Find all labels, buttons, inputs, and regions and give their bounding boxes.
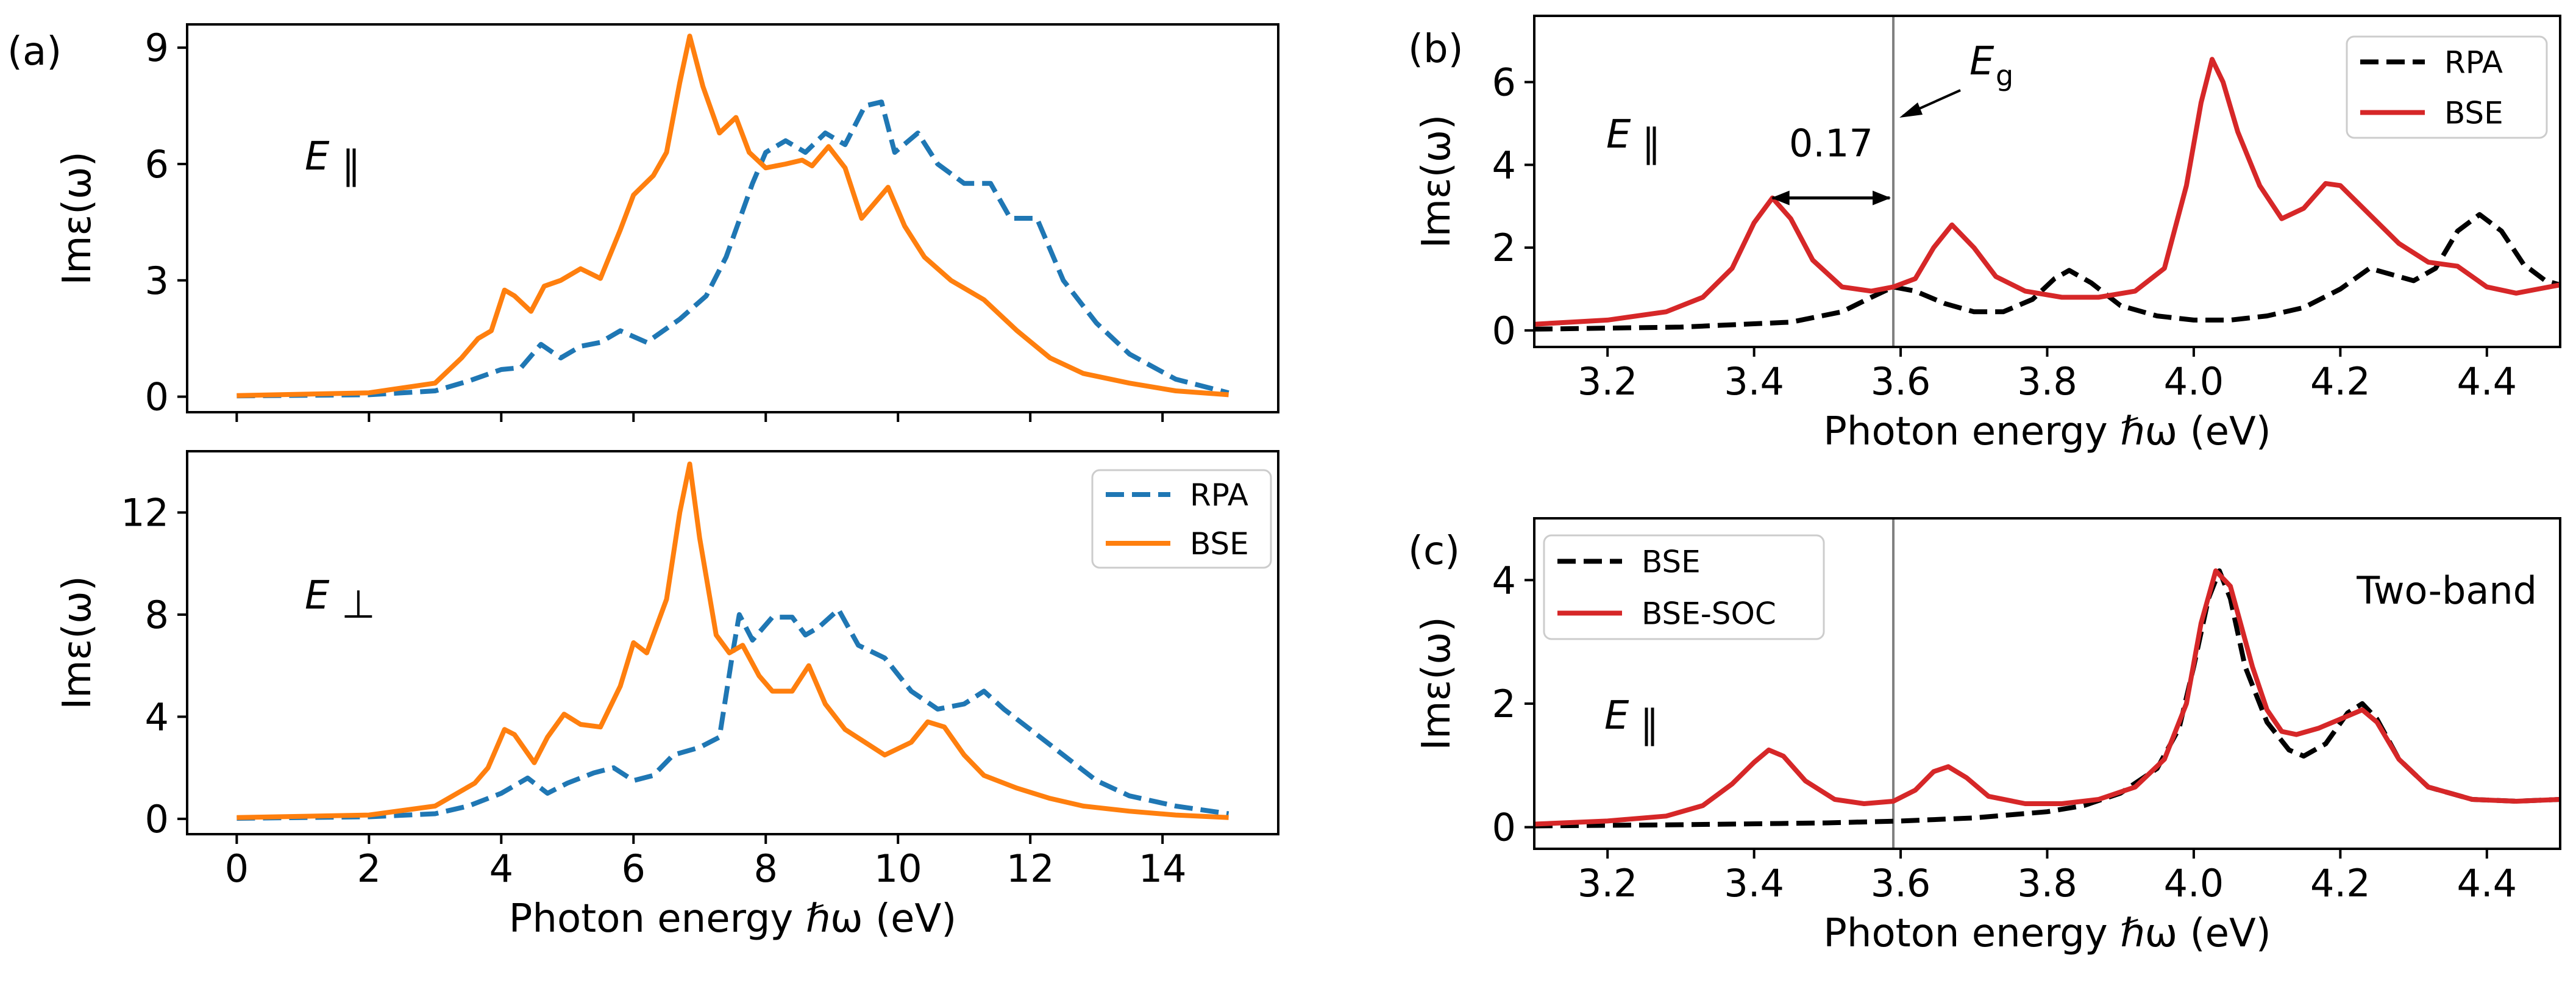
y-tick-label: 8 <box>145 593 169 637</box>
x-tick-label: 6 <box>622 846 646 891</box>
x-tick-label: 3.2 <box>1578 861 1638 906</box>
legend-label: BSE <box>2444 96 2503 131</box>
legend-label: BSE <box>1190 526 1249 562</box>
x-axis-label: Photon energy ℏω (eV) <box>509 896 956 941</box>
y-axis-label: Imε(ω) <box>1414 616 1459 750</box>
chart-c: 3.2 3.4 3.6 3.8 4.0 4.2 4.4 0 2 4 Imε(ω) Photon ene… <box>1408 517 2561 956</box>
series-line-bse-soc <box>1534 568 2560 827</box>
gap-arrowhead-left <box>1771 190 1790 205</box>
y-tick-label: 4 <box>1492 143 1516 187</box>
corner-label: Two-band <box>2356 568 2537 613</box>
field-annotation-subscript: ∥ <box>1640 702 1659 748</box>
series-line-rpa <box>237 607 1229 821</box>
y-tick-label: 0 <box>1492 806 1516 850</box>
x-tick-label: 3.4 <box>1724 861 1784 906</box>
x-tick-label: 4.4 <box>2457 861 2517 906</box>
y-tick-label: 3 <box>145 259 169 303</box>
y-axis-label: Imε(ω) <box>55 151 100 285</box>
gap-value-label: 0.17 <box>1789 121 1873 166</box>
x-tick-label: 4.0 <box>2164 861 2224 906</box>
series-line-bse <box>237 34 1229 398</box>
y-tick-label: 0 <box>145 375 169 420</box>
x-axis-label: Photon energy ℏω (eV) <box>1823 911 2271 956</box>
eg-label-subscript: g <box>1996 59 2013 92</box>
y-tick-label: 6 <box>1492 60 1516 105</box>
y-tick-label: 2 <box>1492 682 1516 726</box>
field-annotation: E <box>1604 693 1629 738</box>
y-tick-label: 6 <box>145 142 169 187</box>
legend-label: RPA <box>1190 477 1248 513</box>
chart-a-top: 0 3 6 9 Imε(ω) (a) E ∥ <box>7 23 1279 422</box>
y-tick-label: 12 <box>121 490 169 535</box>
x-tick-label: 14 <box>1139 846 1187 891</box>
series-line-rpa <box>237 99 1229 399</box>
chart-a-bottom: 0 2 4 6 8 10 12 14 0 4 8 12 Imε(ω) Photon energy ℏω (… <box>55 450 1279 941</box>
chart-b: 3.2 3.4 3.6 3.8 4.0 4.2 4.4 0 2 4 6 Imε(ω) Photon en… <box>1408 15 2561 454</box>
y-tick-label: 4 <box>145 695 169 739</box>
legend-label: BSE <box>1642 545 1701 580</box>
series-group <box>237 461 1229 821</box>
x-tick-label: 3.6 <box>1871 359 1931 404</box>
x-tick-label: 12 <box>1006 846 1055 891</box>
legend-label: RPA <box>2444 45 2503 80</box>
field-annotation-subscript: ∥ <box>1642 121 1661 166</box>
series-line-bse <box>237 461 1229 820</box>
gap-arrowhead-right <box>1873 190 1891 205</box>
field-annotation-subscript: ⊥ <box>341 582 375 627</box>
panel-label: (a) <box>7 29 62 74</box>
x-tick-label: 10 <box>874 846 922 891</box>
y-axis-label: Imε(ω) <box>55 576 100 709</box>
y-tick-label: 0 <box>145 797 169 841</box>
x-tick-label: 3.2 <box>1578 359 1638 404</box>
plot-frame <box>186 23 1279 413</box>
series-group <box>1534 568 2560 829</box>
legend-label: BSE-SOC <box>1642 596 1776 632</box>
x-tick-label: 3.8 <box>2017 359 2077 404</box>
x-tick-label: 3.4 <box>1724 359 1784 404</box>
eg-label: E <box>1969 39 1994 84</box>
y-tick-label: 4 <box>1492 558 1516 602</box>
x-tick-label: 3.6 <box>1871 861 1931 906</box>
y-tick-label: 2 <box>1492 226 1516 270</box>
x-tick-label: 0 <box>225 846 249 891</box>
plot-frame <box>186 450 1279 835</box>
x-tick-label: 8 <box>754 846 778 891</box>
x-tick-label: 3.8 <box>2017 861 2077 906</box>
field-annotation-subscript: ∥ <box>341 143 361 188</box>
series-line-bse <box>1534 57 2560 327</box>
y-axis-label: Imε(ω) <box>1414 115 1459 248</box>
x-tick-label: 4.4 <box>2457 359 2517 404</box>
panel-label: (b) <box>1408 27 1464 72</box>
x-tick-label: 2 <box>357 846 381 891</box>
x-tick-label: 4.2 <box>2310 359 2371 404</box>
x-tick-label: 4 <box>489 846 513 891</box>
series-group <box>1534 57 2560 332</box>
series-line-rpa <box>1534 212 2560 332</box>
x-axis-label: Photon energy ℏω (eV) <box>1823 409 2271 454</box>
x-tick-label: 4.2 <box>2310 861 2371 906</box>
x-tick-label: 4.0 <box>2164 359 2224 404</box>
field-annotation: E <box>305 134 330 179</box>
field-annotation: E <box>1606 112 1631 157</box>
panel-label: (c) <box>1408 529 1460 574</box>
y-tick-label: 9 <box>145 26 169 70</box>
series-group <box>237 34 1229 399</box>
field-annotation: E <box>305 573 330 618</box>
eg-arrowhead <box>1899 102 1923 118</box>
y-tick-label: 0 <box>1492 309 1516 353</box>
